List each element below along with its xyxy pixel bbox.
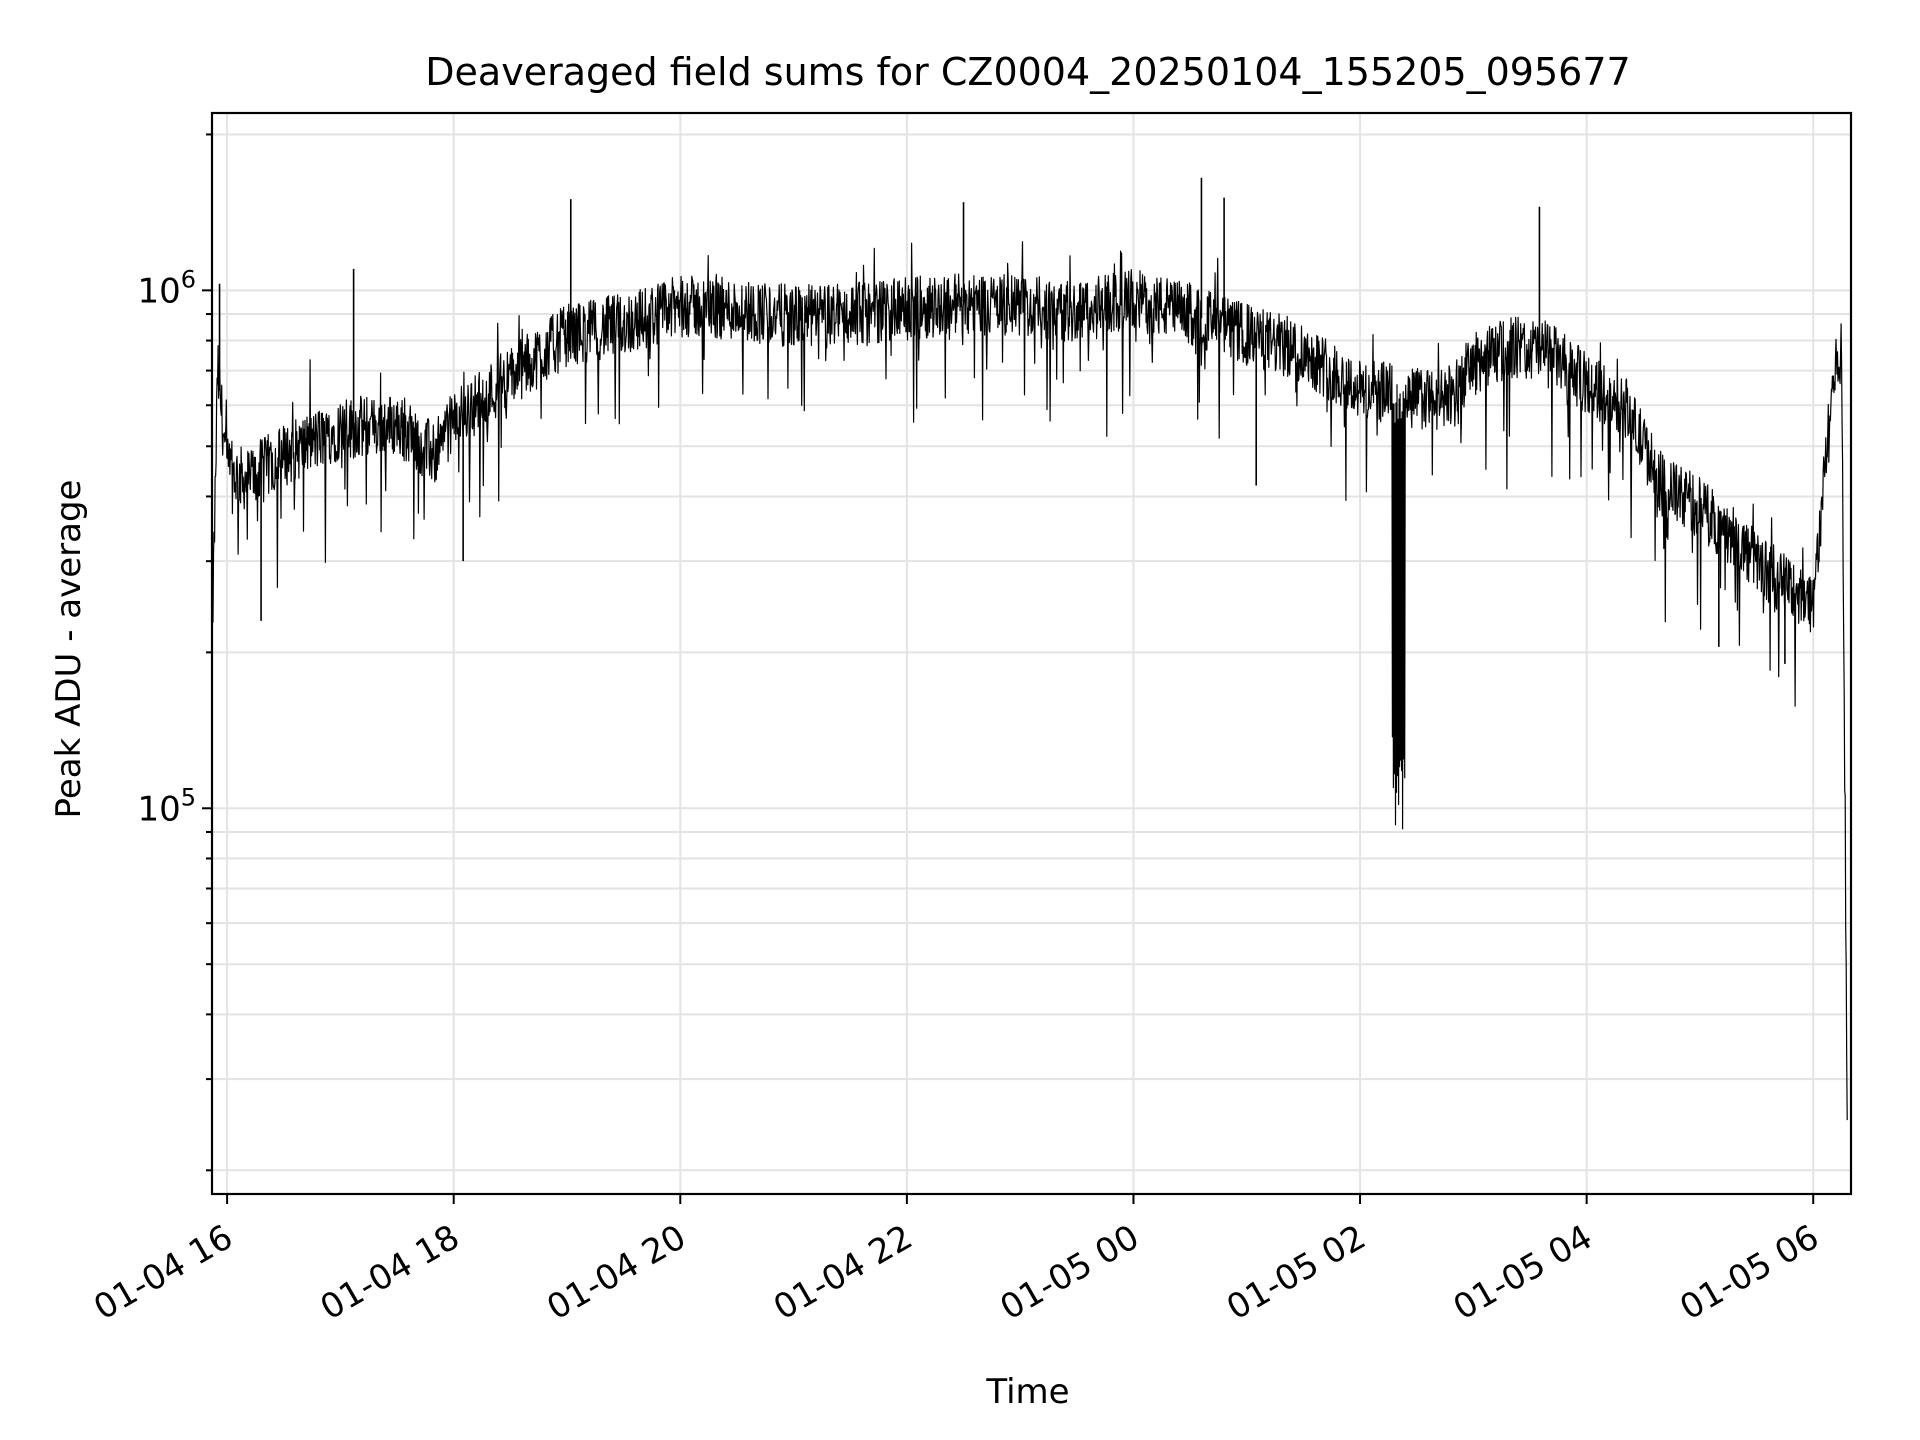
series-path bbox=[211, 241, 1848, 1121]
plot-frame bbox=[210, 111, 1853, 1196]
series-line bbox=[211, 177, 1848, 1121]
y-tick-label: 106 bbox=[137, 265, 196, 311]
x-axis-label: Time bbox=[985, 1372, 1069, 1412]
grid bbox=[212, 113, 1851, 1194]
y-axis: 105 106 bbox=[137, 133, 212, 1172]
y-tick-label: 105 bbox=[137, 783, 196, 829]
chart-title: Deaveraged field sums for CZ0004_2025010… bbox=[425, 50, 1630, 94]
y-axis-label: Peak ADU - average bbox=[49, 480, 89, 819]
